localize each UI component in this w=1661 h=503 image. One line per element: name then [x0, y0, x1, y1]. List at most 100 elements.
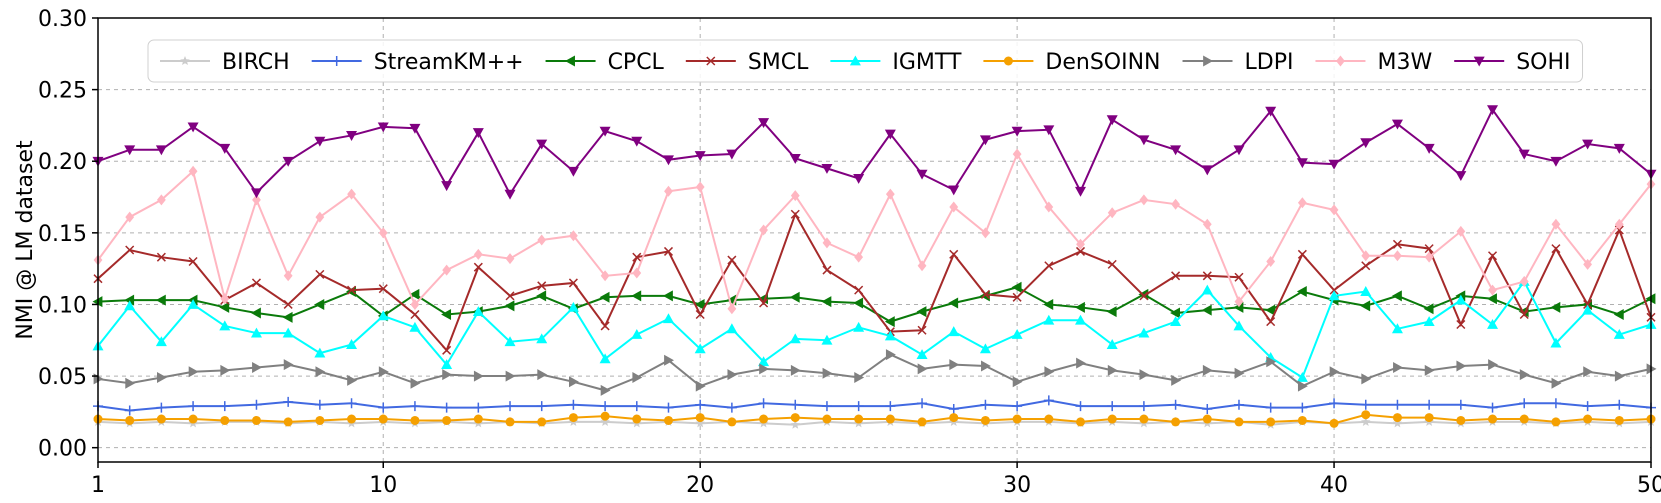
- data-point-ldpi: [1171, 374, 1182, 386]
- data-point-smcl: [1044, 261, 1054, 271]
- legend-item-ldpi: LDPI: [1182, 50, 1293, 75]
- data-point-m3w: [315, 211, 325, 223]
- data-point-m3w: [1171, 198, 1180, 210]
- data-point-cpcl: [1296, 286, 1307, 298]
- data-point-sohi: [884, 129, 896, 140]
- data-point-streamkm: [568, 399, 579, 410]
- data-point-streamkm: [441, 402, 452, 413]
- data-point-ldpi: [1329, 366, 1340, 378]
- data-point-streamkm: [1138, 401, 1149, 412]
- data-point-m3w: [822, 237, 832, 249]
- data-point-smcl: [473, 262, 483, 272]
- data-point-m3w: [1551, 218, 1561, 230]
- data-point-ldpi: [1393, 361, 1403, 373]
- data-point-densoinn: [1107, 414, 1117, 424]
- data-point-m3w: [473, 248, 483, 260]
- data-point-densoinn: [1202, 414, 1212, 424]
- series-line-m3w: [97, 151, 1652, 312]
- legend-marker: [1203, 55, 1214, 67]
- data-point-streamkm: [283, 396, 294, 407]
- data-point-cpcl: [1201, 304, 1212, 316]
- data-point-streamkm: [505, 401, 516, 412]
- data-point-m3w: [442, 264, 452, 276]
- data-point-igmtt: [631, 329, 643, 339]
- data-point-igmtt: [1201, 284, 1213, 295]
- data-point-sohi: [1391, 119, 1403, 130]
- data-point-densoinn: [1266, 417, 1276, 427]
- data-point-igmtt: [441, 359, 453, 370]
- data-point-streamkm: [1297, 402, 1308, 413]
- data-point-ldpi: [600, 384, 611, 396]
- data-point-streamkm: [251, 399, 262, 410]
- data-point-ldpi: [727, 369, 738, 381]
- data-point-igmtt: [1233, 320, 1245, 331]
- data-point-densoinn: [790, 413, 800, 423]
- series-line-sohi: [97, 107, 1652, 197]
- data-point-ldpi: [410, 377, 421, 389]
- data-point-m3w: [1488, 284, 1497, 296]
- data-point-sohi: [1265, 106, 1277, 117]
- data-point-streamkm: [1329, 398, 1340, 409]
- data-point-sohi: [1043, 125, 1055, 136]
- data-point-ldpi: [1107, 364, 1118, 376]
- legend-marker: [1003, 56, 1013, 66]
- data-point-cpcl: [409, 288, 420, 300]
- data-point-sohi: [1582, 139, 1594, 150]
- data-point-ldpi: [252, 361, 262, 373]
- data-point-sohi: [155, 145, 167, 156]
- legend-label: DenSOINN: [1045, 50, 1160, 75]
- data-point-sohi: [821, 163, 833, 174]
- data-point-igmtt: [599, 353, 611, 364]
- data-point-smcl: [1551, 244, 1561, 254]
- data-point-ldpi: [949, 359, 960, 371]
- series-smcl: [93, 209, 1656, 355]
- data-point-streamkm: [1012, 401, 1023, 412]
- data-point-smcl: [790, 209, 800, 219]
- data-point-igmtt: [504, 336, 516, 347]
- data-point-streamkm: [758, 398, 769, 409]
- data-point-cpcl: [1043, 298, 1054, 310]
- data-point-m3w: [1614, 218, 1624, 230]
- data-point-densoinn: [727, 417, 737, 427]
- data-point-smcl: [505, 291, 515, 301]
- data-point-smcl: [980, 289, 990, 299]
- data-point-m3w: [759, 224, 768, 236]
- data-point-sohi: [1423, 143, 1435, 154]
- data-point-streamkm: [1233, 399, 1244, 410]
- legend-item-smcl: SMCL: [685, 50, 809, 75]
- data-point-streamkm: [948, 404, 959, 415]
- series-igmtt: [92, 276, 1657, 382]
- legend-item-cpcl: CPCL: [545, 50, 665, 75]
- data-point-igmtt: [1455, 294, 1467, 305]
- legend-item-sohi: SOHI: [1454, 50, 1571, 75]
- legend-marker: [1336, 55, 1345, 67]
- data-point-densoinn: [1361, 410, 1371, 420]
- data-point-smcl: [1075, 246, 1086, 256]
- data-point-m3w: [790, 190, 800, 202]
- series-sohi: [92, 105, 1657, 200]
- data-point-m3w: [1202, 218, 1212, 230]
- data-point-igmtt: [567, 301, 579, 312]
- data-point-sohi: [377, 122, 389, 133]
- data-point-birch: [695, 418, 705, 428]
- data-point-sohi: [1201, 165, 1213, 176]
- data-point-igmtt: [821, 334, 833, 345]
- series-ldpi: [93, 349, 1657, 396]
- y-tick-label: 0.25: [38, 79, 87, 104]
- data-point-smcl: [410, 309, 420, 320]
- data-point-densoinn: [695, 413, 705, 423]
- data-point-cpcl: [599, 291, 610, 303]
- data-point-densoinn: [1297, 415, 1307, 425]
- data-point-igmtt: [1170, 316, 1182, 327]
- series-line-igmtt: [97, 279, 1652, 379]
- data-point-igmtt: [219, 320, 231, 331]
- data-point-sohi: [346, 131, 358, 141]
- data-point-ldpi: [1012, 376, 1023, 388]
- data-point-sohi: [694, 151, 706, 161]
- data-point-sohi: [1170, 145, 1182, 156]
- legend-label: BIRCH: [222, 50, 290, 75]
- data-point-cpcl: [250, 307, 261, 319]
- legend-label: CPCL: [608, 50, 665, 75]
- data-point-igmtt: [948, 326, 960, 337]
